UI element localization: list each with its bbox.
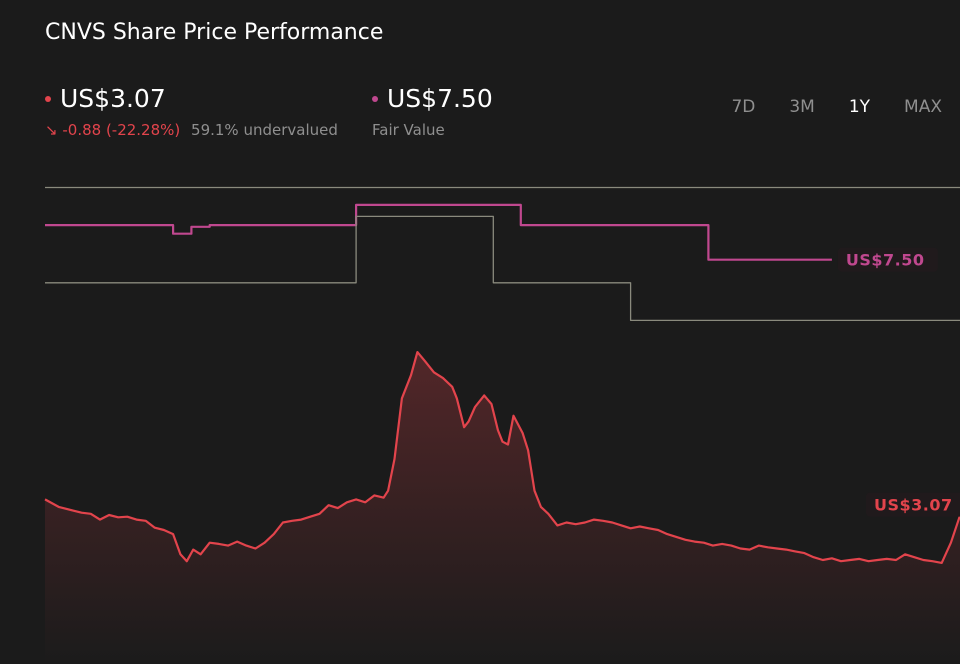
current-price: US$3.07 (60, 84, 166, 113)
page-title: CNVS Share Price Performance (45, 20, 384, 45)
share-price-area (45, 352, 960, 664)
time-range-tabs: 7D 3M 1Y MAX (697, 97, 942, 117)
price-label-box (866, 492, 960, 517)
price-dot-icon (45, 95, 51, 102)
price-end-label: US$3.07 (874, 496, 953, 515)
fair-value-label-box (837, 247, 938, 272)
fair-value-price: US$7.50 (387, 84, 493, 113)
valuation-status: 59.1% undervalued (191, 121, 338, 139)
fair-value-line (45, 203, 832, 261)
price-change: -0.88 (-22.28%) (62, 121, 181, 139)
fair-value-label: Fair Value (372, 121, 445, 139)
fair-value-end-label: US$7.50 (846, 251, 925, 270)
trend-down-icon: ↘ (45, 121, 58, 139)
fair-value-dot-icon (372, 95, 378, 102)
analyst-target-line (45, 215, 960, 322)
tab-max[interactable]: MAX (904, 97, 942, 117)
share-price-line (44, 351, 960, 564)
tab-7d[interactable]: 7D (731, 97, 756, 117)
current-price-block: US$3.07 ↘ -0.88 (-22.28%) 59.1% underval… (45, 84, 338, 139)
tab-3m[interactable]: 3M (789, 97, 815, 117)
fair-value-block: US$7.50 Fair Value (372, 84, 493, 139)
tab-1y[interactable]: 1Y (848, 97, 871, 117)
